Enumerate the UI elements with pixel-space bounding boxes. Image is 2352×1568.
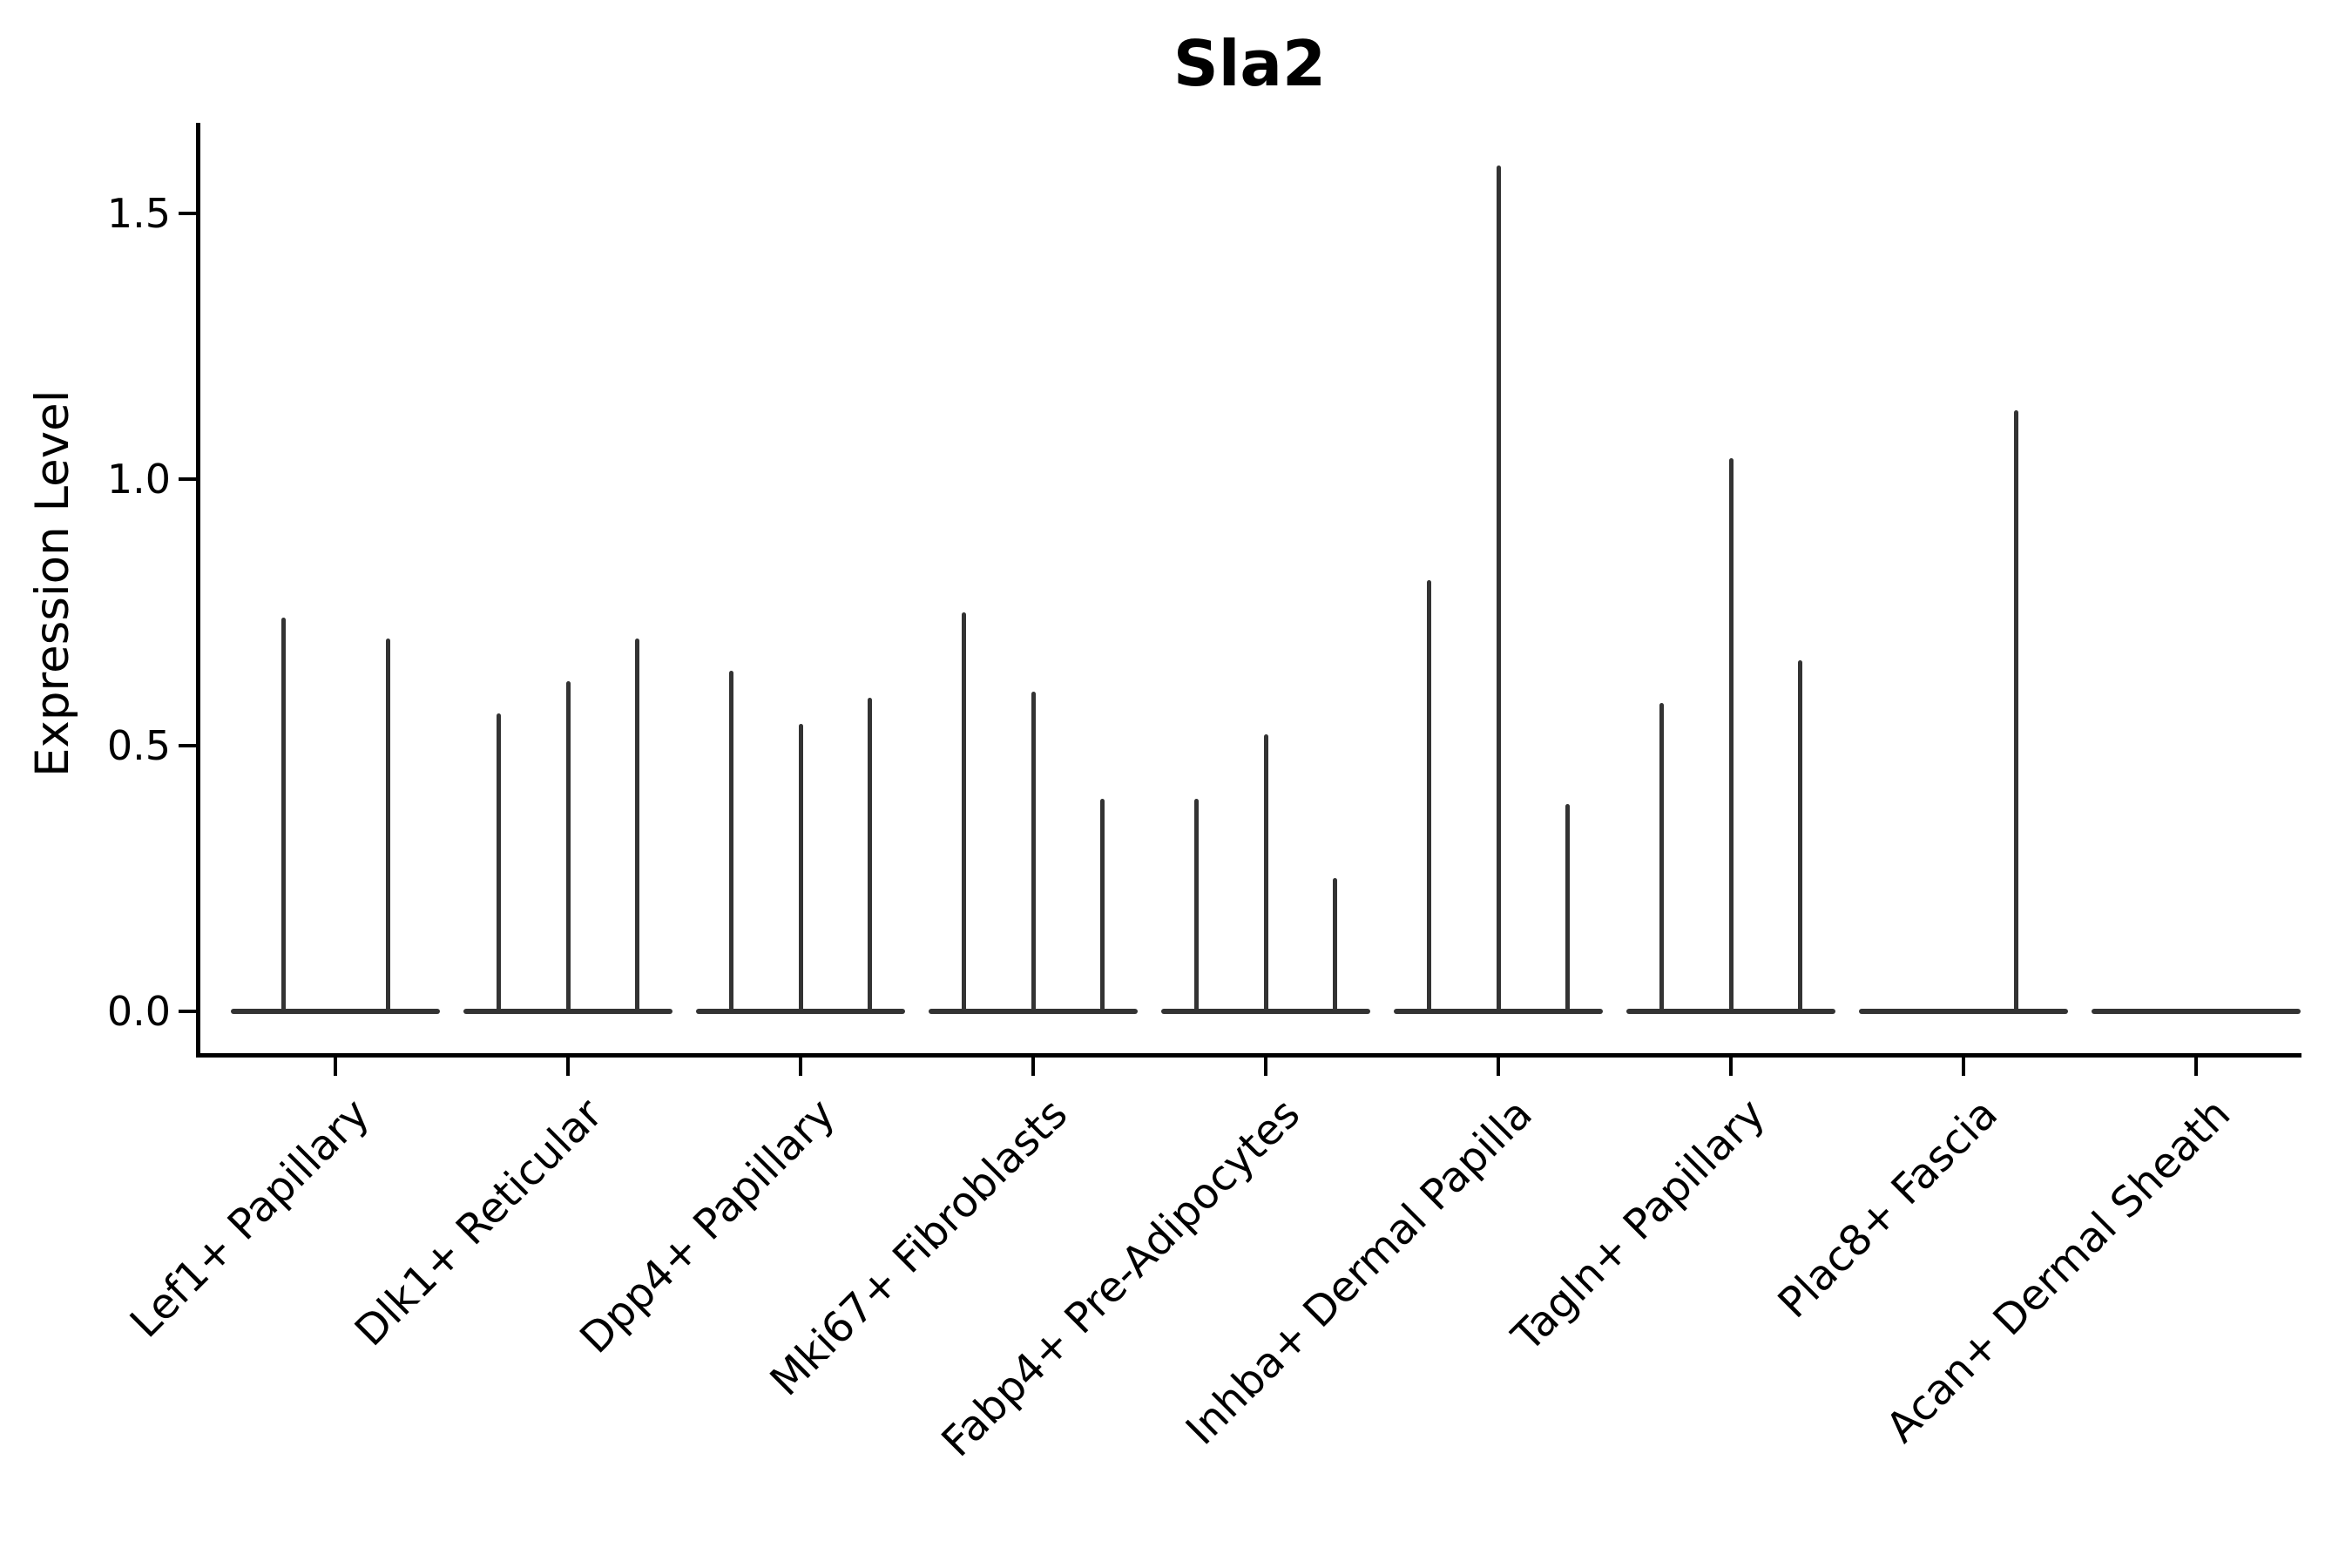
violin-density-spike bbox=[868, 698, 872, 1013]
violin-density-spike bbox=[1264, 734, 1268, 1013]
violin-density-spike bbox=[497, 713, 501, 1013]
violin-density-spike bbox=[635, 639, 639, 1013]
y-tick-label: 1.0 bbox=[106, 456, 171, 503]
violin-density-spike bbox=[1798, 660, 1802, 1013]
violin-density-spike bbox=[1565, 804, 1570, 1013]
violin-density-spike bbox=[2014, 410, 2018, 1013]
violin-density-spike bbox=[729, 671, 733, 1013]
violin-density-spike bbox=[799, 724, 803, 1013]
violin-density-spike bbox=[1194, 799, 1199, 1013]
violin-density-spike bbox=[962, 612, 966, 1013]
x-tick-label: Tagln+ Papillary bbox=[1503, 1089, 1775, 1362]
x-tick bbox=[2194, 1058, 2198, 1076]
chart-title: Sla2 bbox=[1173, 27, 1327, 100]
x-tick bbox=[1497, 1058, 1500, 1076]
x-tick bbox=[1962, 1058, 1965, 1076]
y-axis-spine bbox=[196, 123, 200, 1058]
y-tick bbox=[179, 477, 196, 481]
x-tick bbox=[334, 1058, 337, 1076]
x-tick bbox=[1031, 1058, 1035, 1076]
x-tick-label: Plac8+ Fascia bbox=[1768, 1089, 2008, 1328]
violin-density-spike bbox=[1497, 166, 1501, 1013]
violin-density-spike bbox=[1427, 580, 1431, 1013]
violin-density-spike bbox=[566, 681, 571, 1013]
x-tick bbox=[1264, 1058, 1267, 1076]
x-tick bbox=[566, 1058, 570, 1076]
x-tick bbox=[799, 1058, 802, 1076]
y-tick-label: 1.5 bbox=[106, 189, 171, 237]
x-tick-label: Dlk1+ Reticular bbox=[345, 1089, 612, 1356]
violin-density-spike bbox=[281, 618, 286, 1013]
x-tick-label: Lef1+ Papillary bbox=[121, 1089, 380, 1348]
violin-density-spike bbox=[1031, 692, 1036, 1013]
x-axis-spine bbox=[196, 1053, 2301, 1058]
violin-zero-baseline bbox=[1859, 1009, 2068, 1014]
x-tick-label: Dpp4+ Papillary bbox=[571, 1089, 845, 1363]
violin-density-spike bbox=[1729, 458, 1734, 1013]
y-tick-label: 0.5 bbox=[106, 721, 171, 769]
y-tick bbox=[179, 743, 196, 747]
violin-density-spike bbox=[1659, 703, 1664, 1013]
x-tick bbox=[1729, 1058, 1733, 1076]
violin-zero-baseline bbox=[231, 1009, 440, 1014]
y-axis-label: Expression Level bbox=[26, 389, 79, 777]
y-tick bbox=[179, 1010, 196, 1013]
y-tick-label: 0.0 bbox=[106, 988, 171, 1035]
violin-zero-baseline bbox=[2092, 1009, 2301, 1014]
violin-density-spike bbox=[1333, 878, 1337, 1013]
y-tick bbox=[179, 211, 196, 215]
violin-density-spike bbox=[386, 639, 390, 1013]
violin-density-spike bbox=[1100, 799, 1105, 1013]
